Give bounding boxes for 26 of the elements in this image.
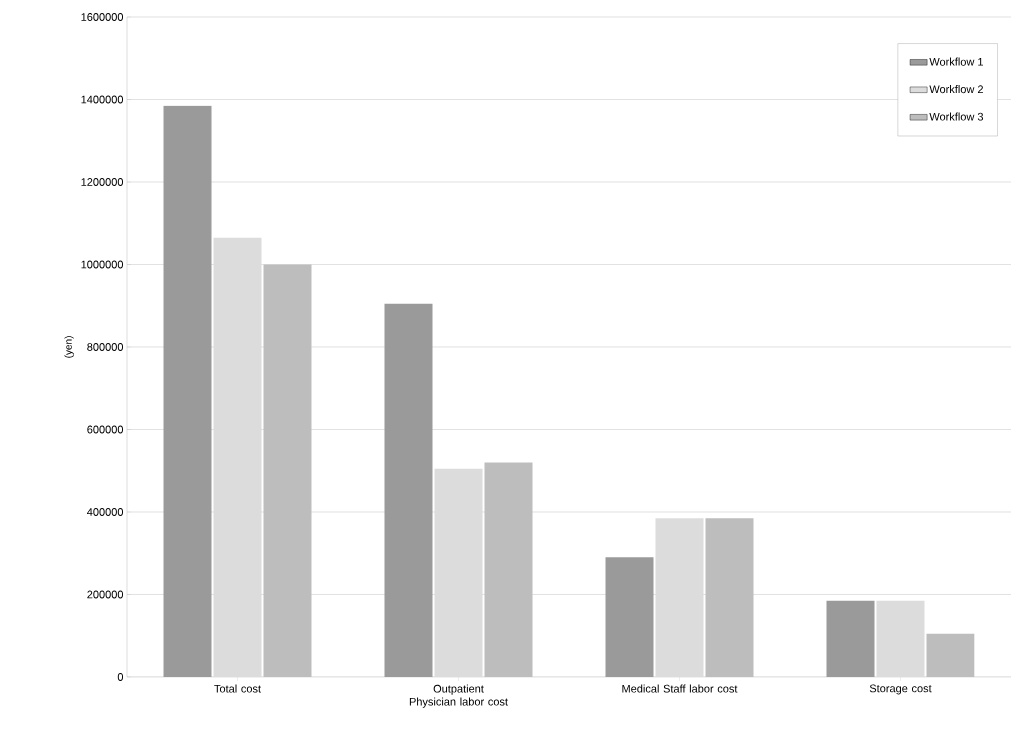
y-tick-label: 200000 xyxy=(87,590,124,599)
bar xyxy=(655,518,704,677)
legend-label: Workflow 2 xyxy=(929,85,983,94)
bar xyxy=(213,237,262,677)
x-tick-label: Storage cost xyxy=(869,684,932,695)
x-tick-label: Outpatient Physician labor cost xyxy=(409,684,508,708)
bar xyxy=(434,468,483,677)
y-tick-label: 800000 xyxy=(87,343,124,351)
y-tick-label: 0 xyxy=(117,673,124,681)
y-tick-label: 1200000 xyxy=(81,178,124,186)
bar xyxy=(605,557,654,677)
bar xyxy=(163,105,212,677)
x-tick-label: Medical Staff labor cost xyxy=(622,684,738,693)
bar xyxy=(384,303,433,677)
bar xyxy=(876,600,925,677)
bar xyxy=(926,633,975,677)
y-tick-label: 1400000 xyxy=(81,95,124,104)
y-tick-label: 400000 xyxy=(87,508,124,516)
bar xyxy=(826,600,875,677)
y-tick-label: 1000000 xyxy=(81,260,124,269)
legend-label: Workflow 1 xyxy=(929,57,983,66)
y-tick-label: 600000 xyxy=(87,425,124,434)
x-tick-label: Total cost xyxy=(214,684,261,693)
legend-label: Workflow 3 xyxy=(929,112,984,121)
y-axis-title: (yen) xyxy=(64,336,74,358)
y-tick-label: 1600000 xyxy=(81,13,124,21)
